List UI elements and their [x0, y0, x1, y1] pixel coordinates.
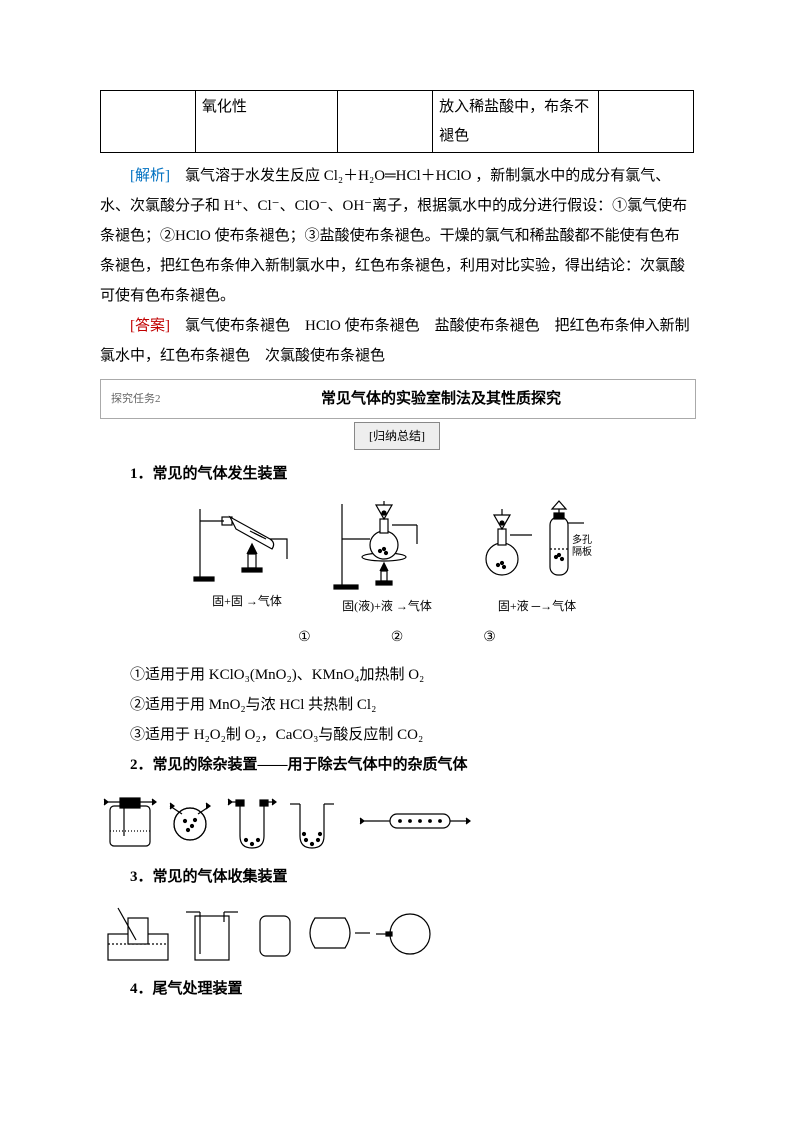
list-item-2: ②适用于用 MnO₂与浓 HCl 共热制 Cl₂: [100, 690, 694, 720]
apparatus-2-label: 固(液)+液 →气体: [342, 594, 432, 618]
heading-2: 2．常见的除杂装置——用于除去气体中的杂质气体: [100, 750, 694, 780]
answer-text: 氯气使布条褪色 HClO 使布条褪色 盐酸使布条褪色 把红色布条伸入新制氯水中，…: [100, 318, 690, 364]
analysis-text: 氯气溶于水发生反应 Cl₂＋H₂O═HCl＋HClO ，新制氯水中的成分有氯气、…: [100, 168, 687, 304]
answer-label: [答案]: [130, 318, 170, 334]
heading-1: 1．常见的气体发生装置: [100, 459, 694, 489]
analysis-label: [解析]: [130, 168, 170, 184]
collection-row: [100, 898, 694, 968]
apparatus-1: 固+固 →气体: [192, 499, 302, 618]
heading-4: 4．尾气处理装置: [100, 974, 694, 1004]
apparatus-numbers: ① ② ③: [100, 624, 694, 652]
num-3: ③: [483, 624, 496, 652]
side-label2: 隔板: [572, 545, 592, 558]
section-title: 常见气体的实验室制法及其性质探究: [321, 380, 695, 418]
apparatus-3-label: 固+液 ─→气体: [498, 594, 576, 618]
apparatus-row-1: 固+固 →气体: [100, 499, 694, 618]
property-table: 氧化性 放入稀盐酸中，布条不褪色: [100, 90, 694, 153]
apparatus-1-icon: [192, 499, 302, 589]
apparatus-3-icon: 多孔 隔板: [472, 499, 602, 594]
summary-tag: [归纳总结]: [100, 421, 694, 451]
apparatus-1-label: 固+固 →气体: [212, 589, 282, 613]
table-cell: 放入稀盐酸中，布条不褪色: [433, 91, 599, 153]
heading-3: 3．常见的气体收集装置: [100, 862, 694, 892]
analysis-paragraph: [解析] 氯气溶于水发生反应 Cl₂＋H₂O═HCl＋HClO ，新制氯水中的成…: [100, 161, 694, 311]
collection-icon: [100, 898, 460, 968]
purification-row: [100, 786, 694, 856]
task-label: 探究任务2: [101, 386, 321, 412]
section-header: 探究任务2 常见气体的实验室制法及其性质探究: [100, 379, 696, 419]
purification-icon: [100, 786, 500, 856]
apparatus-3: 多孔 隔板 固+液 ─→气体: [472, 499, 602, 618]
summary-label: [归纳总结]: [354, 422, 440, 450]
answer-paragraph: [答案] 氯气使布条褪色 HClO 使布条褪色 盐酸使布条褪色 把红色布条伸入新…: [100, 311, 694, 371]
list-item-3: ③适用于 H₂O₂制 O₂，CaCO₃与酸反应制 CO₂: [100, 720, 694, 750]
list-item-1: ①适用于用 KClO₃(MnO₂)、KMnO₄加热制 O₂: [100, 660, 694, 690]
num-1: ①: [298, 624, 311, 652]
num-2: ②: [391, 624, 404, 652]
table-cell: 氧化性: [195, 91, 337, 153]
apparatus-2: 固(液)+液 →气体: [332, 499, 442, 618]
side-label: 多孔: [572, 533, 592, 546]
apparatus-2-icon: [332, 499, 442, 594]
